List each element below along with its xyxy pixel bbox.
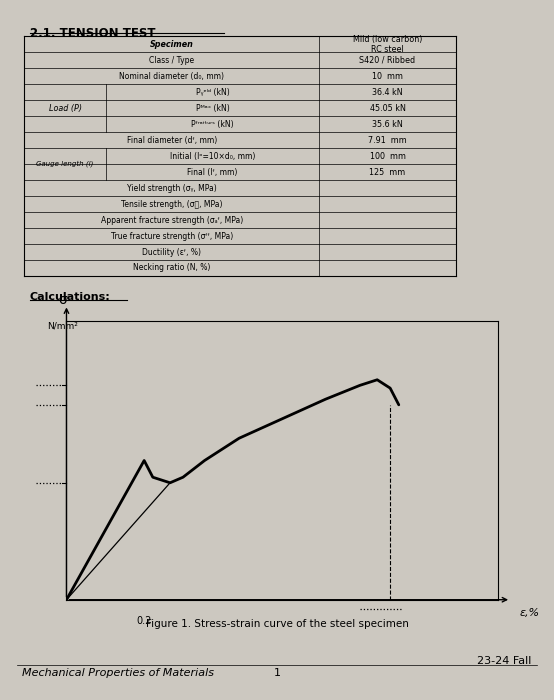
Text: 125  mm: 125 mm bbox=[370, 168, 406, 176]
Text: Apparent fracture strength (σₐᶠ, MPa): Apparent fracture strength (σₐᶠ, MPa) bbox=[101, 216, 243, 225]
Text: ε,%: ε,% bbox=[520, 608, 540, 618]
Text: Pᴹᵃˣ (kN): Pᴹᵃˣ (kN) bbox=[196, 104, 229, 113]
Text: Final diameter (dᶠ, mm): Final diameter (dᶠ, mm) bbox=[127, 136, 217, 145]
Text: Specimen: Specimen bbox=[150, 40, 194, 49]
Text: Pᵧᵉˡᵈ (kN): Pᵧᵉˡᵈ (kN) bbox=[196, 88, 229, 97]
Text: Nominal diameter (d₀, mm): Nominal diameter (d₀, mm) bbox=[119, 72, 224, 80]
Text: Mechanical Properties of Materials: Mechanical Properties of Materials bbox=[22, 668, 214, 678]
Text: σ: σ bbox=[58, 293, 66, 307]
Text: Pᶠʳᵃᶤᵗᵘʳˢ (kN): Pᶠʳᵃᶤᵗᵘʳˢ (kN) bbox=[191, 120, 234, 129]
Text: 45.05 kN: 45.05 kN bbox=[370, 104, 406, 113]
Text: Yield strength (σᵧ, MPa): Yield strength (σᵧ, MPa) bbox=[127, 183, 217, 192]
Text: 10  mm: 10 mm bbox=[372, 72, 403, 80]
Text: Figure 1. Stress-strain curve of the steel specimen: Figure 1. Stress-strain curve of the ste… bbox=[146, 620, 408, 629]
Text: 2.1. TENSION TEST: 2.1. TENSION TEST bbox=[30, 27, 155, 40]
Text: 100  mm: 100 mm bbox=[370, 152, 406, 161]
Text: 0.2: 0.2 bbox=[136, 617, 152, 626]
Text: Necking ratio (N, %): Necking ratio (N, %) bbox=[133, 263, 211, 272]
Text: 7.91  mm: 7.91 mm bbox=[368, 136, 407, 145]
Text: Tensile strength, (σᵜ, MPa): Tensile strength, (σᵜ, MPa) bbox=[121, 199, 223, 209]
Text: Calculations:: Calculations: bbox=[30, 292, 110, 302]
Text: Mild (low carbon)
RC steel: Mild (low carbon) RC steel bbox=[353, 35, 422, 54]
Text: Final (lᶠ, mm): Final (lᶠ, mm) bbox=[187, 168, 238, 176]
Text: True fracture strength (σᶠᶠ, MPa): True fracture strength (σᶠᶠ, MPa) bbox=[111, 232, 233, 241]
Text: Ductility (εᶠ, %): Ductility (εᶠ, %) bbox=[142, 248, 201, 256]
Text: Load (P): Load (P) bbox=[49, 104, 81, 113]
Text: Class / Type: Class / Type bbox=[149, 56, 194, 65]
Text: 1: 1 bbox=[274, 668, 280, 678]
Text: 35.6 kN: 35.6 kN bbox=[372, 120, 403, 129]
Text: 36.4 kN: 36.4 kN bbox=[372, 88, 403, 97]
Text: 23-24 Fall: 23-24 Fall bbox=[478, 657, 532, 666]
Text: N/mm²: N/mm² bbox=[47, 321, 78, 330]
Text: Initial (lᵒ=10×d₀, mm): Initial (lᵒ=10×d₀, mm) bbox=[170, 152, 255, 161]
Text: S420 / Ribbed: S420 / Ribbed bbox=[360, 56, 416, 65]
Text: Gauge length (l): Gauge length (l) bbox=[37, 161, 94, 167]
